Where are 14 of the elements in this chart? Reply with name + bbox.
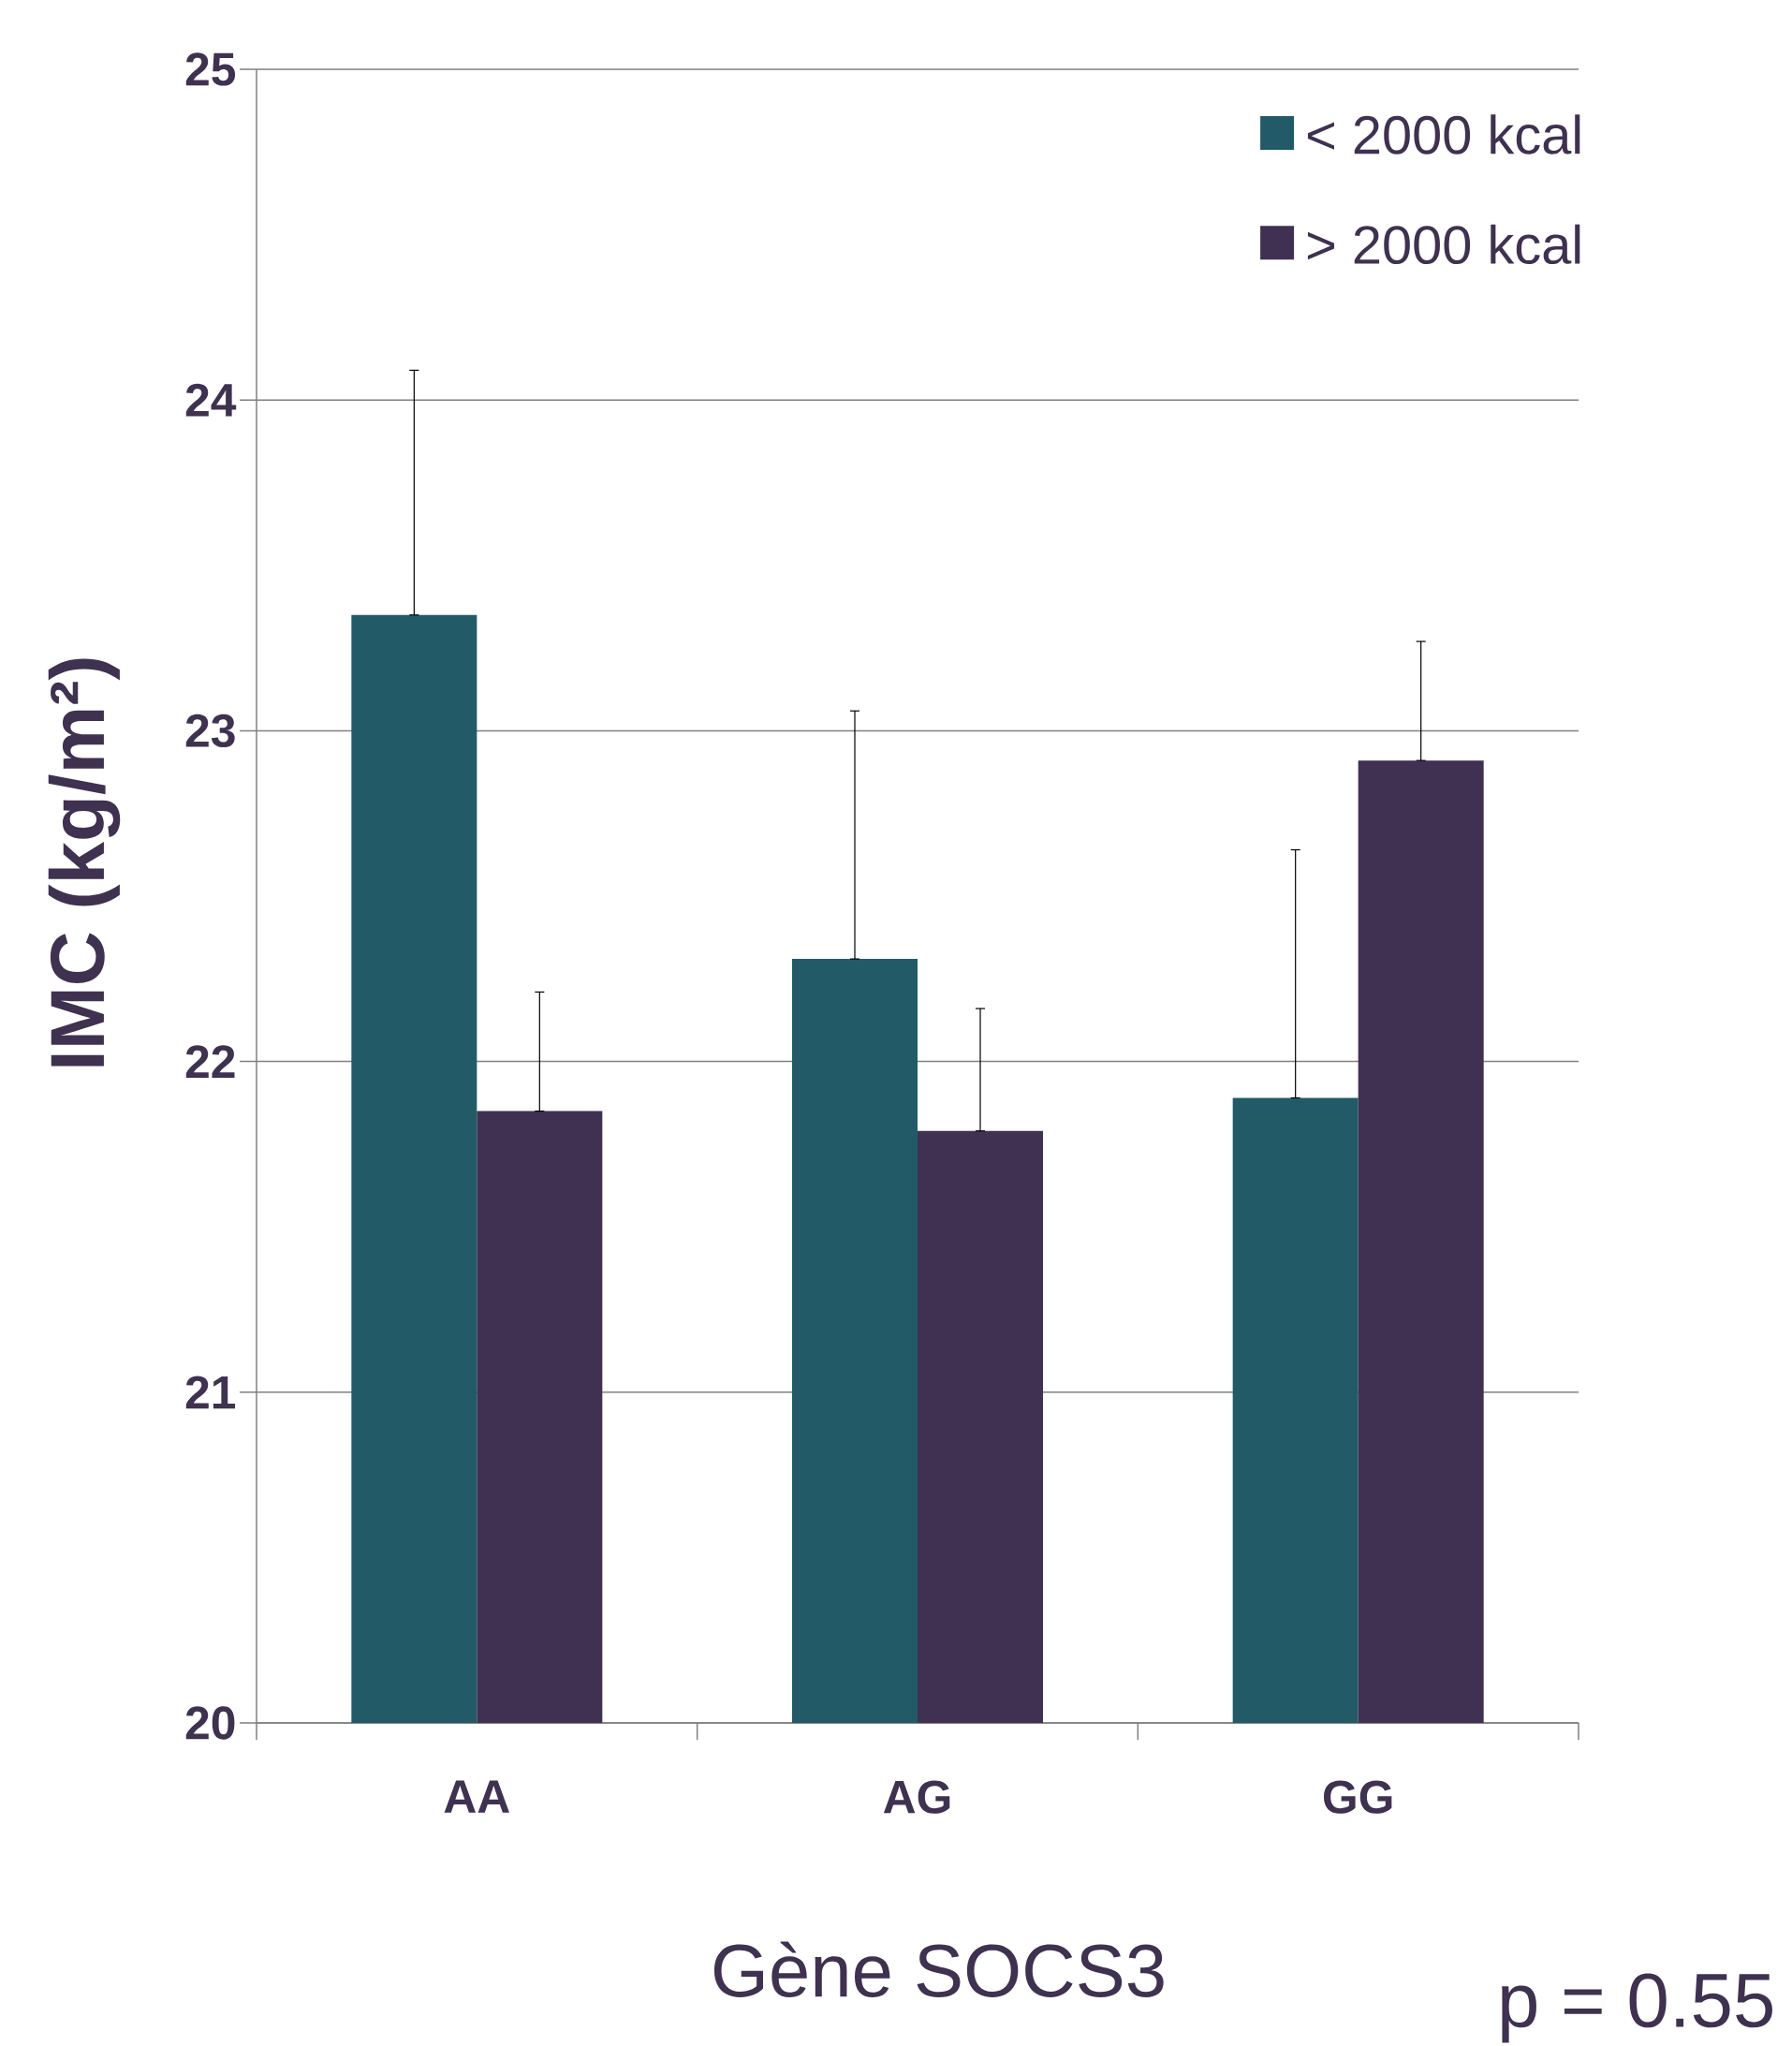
legend-label: > 2000 kcal xyxy=(1307,224,1580,265)
y-axis-title: IMC (kg/m²) xyxy=(48,658,121,1067)
y-tick-label: 23 xyxy=(185,714,235,748)
y-tick-label: 24 xyxy=(185,383,237,417)
y-tick-label: 25 xyxy=(185,52,236,86)
x-tick-label: GG xyxy=(1323,1780,1392,1814)
y-tick-label: 20 xyxy=(185,1706,235,1740)
text: p = 0.55 xyxy=(1502,1973,1772,2043)
y-tick-label: 21 xyxy=(185,1376,236,1409)
x-tick-label: AG xyxy=(883,1780,950,1814)
x-tick-label: AA xyxy=(444,1780,509,1813)
x-axis-title: Gène SOCS3 xyxy=(713,1941,1164,1997)
y-tick-label: 22 xyxy=(185,1045,235,1078)
legend-label: < 2000 kcal xyxy=(1307,114,1580,155)
